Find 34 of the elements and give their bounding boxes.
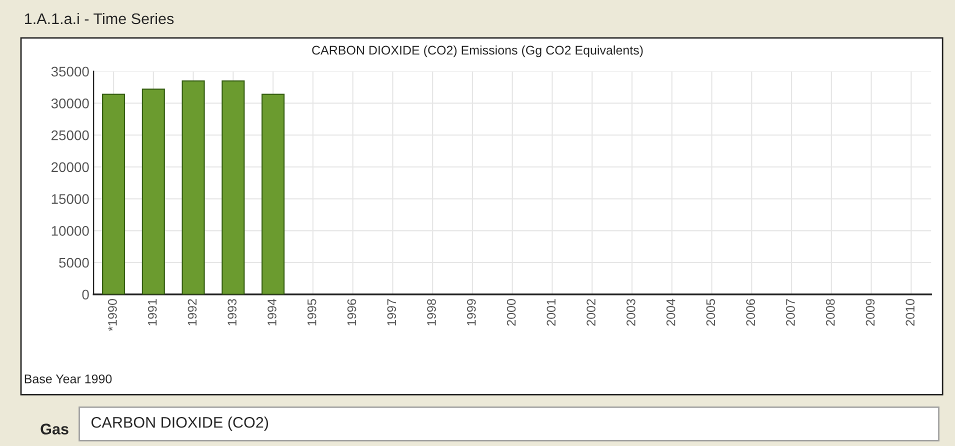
y-tick-label: 5000 <box>59 258 89 268</box>
x-tick-label: 1995 <box>307 299 316 326</box>
x-tick-label: 2006 <box>746 299 756 326</box>
x-tick-label: 2003 <box>626 299 636 326</box>
x-tick-label: 2005 <box>706 299 716 326</box>
chart-title: CARBON DIOXIDE (CO2) Emissions (Gg CO2 Equivalents) <box>312 45 643 58</box>
x-tick-label: 2002 <box>586 299 596 326</box>
x-tick-label: 1997 <box>387 299 396 326</box>
text: Base Year 1990 <box>24 374 112 384</box>
y-tick-label: 30000 <box>51 98 89 108</box>
text: Gas <box>40 424 68 434</box>
y-tick-label: 35000 <box>51 66 89 77</box>
y-tick-label: 10000 <box>52 226 89 236</box>
x-tick-label: 2007 <box>786 299 795 326</box>
x-tick-label: 1999 <box>466 299 476 326</box>
y-tick-label: 0 <box>82 290 89 300</box>
x-tick-label: *1990 <box>108 299 117 331</box>
x-tick-label: 2001 <box>546 299 556 326</box>
x-tick-label: 1991 <box>148 299 157 326</box>
y-tick-label: 20000 <box>52 162 89 172</box>
x-tick-label: 1998 <box>427 299 436 326</box>
x-tick-label: 1992 <box>188 299 197 326</box>
x-tick-label: 2000 <box>506 299 516 326</box>
x-tick-label: 1994 <box>268 298 276 326</box>
x-tick-label: 1996 <box>347 299 356 326</box>
y-tick-label: 25000 <box>52 130 89 140</box>
x-tick-label: 2009 <box>866 299 875 326</box>
y-tick-label: 15000 <box>52 194 89 204</box>
text: CARBON DIOXIDE (CO2) <box>92 416 268 431</box>
x-tick-label: 2008 <box>826 299 835 326</box>
x-tick-label: 1993 <box>228 299 237 326</box>
text: 1.A.1.a.i - Time Series <box>25 12 174 24</box>
x-tick-label: 2010 <box>906 299 915 326</box>
x-tick-label: 2004 <box>666 298 676 326</box>
